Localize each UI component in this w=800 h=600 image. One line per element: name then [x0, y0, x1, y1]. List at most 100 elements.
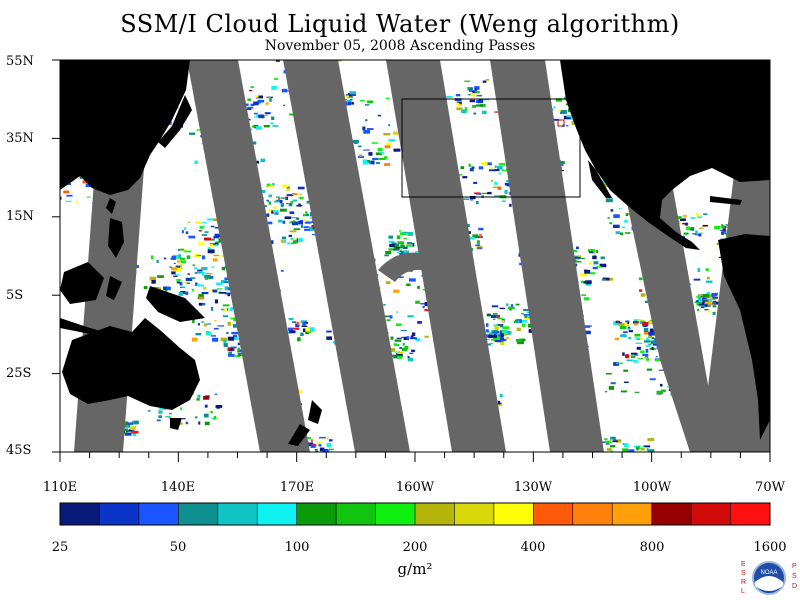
cloud-pixel [624, 322, 628, 326]
cloud-pixel [578, 257, 585, 259]
cloud-pixel [645, 300, 649, 303]
cloud-pixel [385, 281, 391, 284]
cloud-pixel [697, 216, 702, 218]
cloud-pixel [402, 342, 406, 346]
cloud-pixel [399, 251, 404, 255]
cloud-pixel [563, 115, 571, 120]
cloud-pixel [302, 322, 306, 327]
cloud-pixel [697, 268, 701, 272]
lat-label: 35N [6, 131, 34, 146]
cloud-pixel [284, 216, 292, 220]
cloud-pixel [614, 224, 617, 228]
cloud-pixel [178, 291, 184, 296]
cloud-pixel [252, 125, 258, 128]
cloud-pixel [393, 356, 399, 359]
cloud-pixel [45, 159, 50, 160]
cloud-pixel [469, 99, 475, 103]
cloud-pixel [780, 340, 786, 342]
cloud-pixel [214, 299, 218, 304]
cloud-pixel [712, 305, 717, 308]
cloud-pixel [198, 242, 205, 245]
cloud-pixel [470, 199, 474, 201]
lon-label: 100W [632, 480, 672, 495]
cloud-pixel [207, 411, 212, 413]
cloud-pixel [293, 220, 296, 223]
cloud-pixel [194, 160, 198, 164]
cloud-pixel [293, 329, 296, 332]
cloud-pixel [48, 179, 53, 183]
cloud-pixel [469, 168, 474, 172]
cloud-pixel [469, 195, 476, 200]
cloud-pixel [703, 299, 710, 301]
new-guinea [146, 286, 205, 322]
cloud-pixel [278, 219, 283, 223]
cloud-pixel [410, 335, 414, 338]
colorbar-tick-label: 25 [51, 540, 69, 555]
cloud-pixel [468, 93, 471, 96]
cloud-pixel [40, 166, 43, 170]
cloud-pixel [773, 261, 776, 264]
cloud-pixel [499, 307, 506, 310]
cloud-pixel [143, 286, 148, 290]
cloud-pixel [498, 172, 501, 175]
cloud-pixel [277, 56, 281, 57]
cloud-pixel [316, 441, 321, 444]
cloud-pixel [345, 94, 353, 97]
cloud-pixel [644, 331, 649, 335]
cloud-pixel [350, 102, 354, 105]
cloud-pixel [50, 169, 56, 172]
cloud-pixel [267, 221, 273, 225]
cloud-pixel [358, 154, 363, 157]
cloud-pixel [52, 158, 58, 162]
cloud-pixel [396, 235, 401, 240]
cloud-pixel [213, 417, 217, 420]
cloud-pixel [157, 275, 164, 278]
cloud-pixel [646, 464, 651, 465]
cloud-pixel [268, 201, 272, 205]
cloud-pixel [213, 218, 220, 222]
cloud-pixel [377, 114, 382, 117]
cloud-pixel [230, 348, 233, 352]
cloud-pixel [795, 328, 800, 330]
cloud-pixel [589, 272, 596, 275]
cloud-pixel [637, 358, 643, 360]
cloud-pixel [181, 292, 187, 295]
cloud-pixel [290, 201, 293, 204]
cloud-pixel [282, 184, 289, 188]
cloud-pixel [305, 327, 310, 332]
cloud-pixel [606, 448, 612, 451]
cloud-pixel [291, 242, 297, 244]
cloud-pixel [494, 339, 502, 342]
cloud-pixel [411, 332, 416, 336]
cloud-pixel [649, 334, 652, 338]
logo-letter: R [741, 579, 746, 586]
cloud-pixel [399, 347, 403, 349]
colorbar-tick-label: 200 [402, 540, 428, 555]
cloud-pixel [388, 248, 395, 251]
cloud-pixel [706, 276, 710, 280]
cloud-pixel [292, 199, 298, 202]
cloud-pixel [528, 323, 533, 328]
cloud-pixel [409, 352, 414, 355]
cloud-pixel [589, 261, 592, 265]
cloud-pixel [196, 271, 204, 274]
cloud-pixel [626, 322, 630, 324]
cloud-pixel [625, 320, 630, 323]
cloud-pixel [787, 330, 792, 333]
cloud-pixel [273, 210, 279, 213]
cloud-pixel [601, 279, 607, 281]
cloud-pixel [650, 328, 654, 333]
cloud-pixel [295, 217, 299, 220]
cloud-pixel [600, 454, 605, 455]
cloud-pixel [281, 88, 288, 93]
logo-letter: S [741, 570, 746, 577]
cloud-pixel [265, 102, 269, 105]
cloud-pixel [250, 103, 255, 106]
cloud-pixel [645, 344, 651, 347]
cloud-pixel [521, 312, 524, 315]
cloud-pixel [204, 231, 209, 233]
cloud-pixel [348, 92, 351, 95]
cloud-pixel [219, 292, 227, 294]
cloud-pixel [249, 128, 253, 131]
cloud-pixel [696, 302, 702, 304]
